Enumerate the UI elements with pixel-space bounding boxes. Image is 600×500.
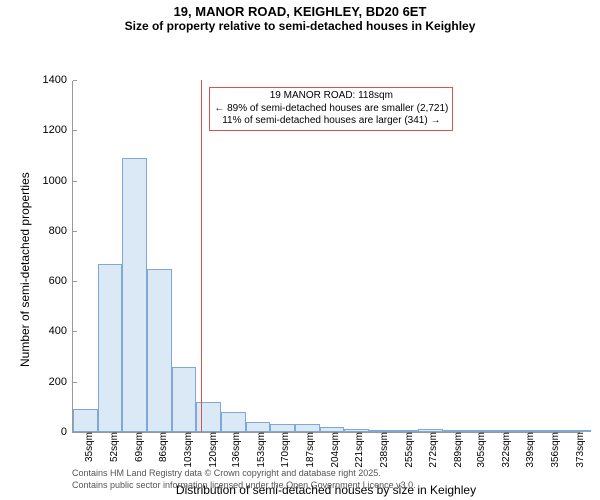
footer-line-1: Contains HM Land Registry data © Crown c… <box>72 468 416 480</box>
x-tick: 221sqm <box>350 432 365 468</box>
x-tick: 204sqm <box>326 432 341 468</box>
x-tick: 52sqm <box>105 432 120 462</box>
histogram-bar <box>221 412 246 432</box>
x-tick: 305sqm <box>472 432 487 468</box>
y-tick: 1000 <box>43 175 73 187</box>
annotation-line: ← 89% of semi-detached houses are smalle… <box>214 103 448 116</box>
x-tick: 153sqm <box>252 432 267 468</box>
y-tick: 1200 <box>43 124 73 136</box>
histogram-bar <box>147 269 172 432</box>
x-tick: 356sqm <box>546 432 561 468</box>
histogram-bar <box>73 409 98 432</box>
y-tick: 600 <box>49 275 73 287</box>
y-tick: 200 <box>49 376 73 388</box>
y-axis-label: Number of semi-detached properties <box>18 172 32 367</box>
histogram-bar <box>172 367 197 432</box>
x-tick: 86sqm <box>154 432 169 462</box>
histogram-bar <box>122 158 147 432</box>
x-tick: 339sqm <box>521 432 536 468</box>
x-tick: 120sqm <box>204 432 219 468</box>
y-tick: 0 <box>61 426 73 438</box>
y-tick: 400 <box>49 325 73 337</box>
footer-credits: Contains HM Land Registry data © Crown c… <box>72 468 416 491</box>
y-tick: 800 <box>49 225 73 237</box>
annotation-line: 11% of semi-detached houses are larger (… <box>214 115 448 128</box>
histogram-bar <box>295 424 320 432</box>
x-tick: 187sqm <box>301 432 316 468</box>
y-tick: 1400 <box>43 74 73 86</box>
footer-line-2: Contains public sector information licen… <box>72 480 416 492</box>
x-tick: 170sqm <box>276 432 291 468</box>
reference-line <box>201 80 202 432</box>
x-tick: 255sqm <box>400 432 415 468</box>
x-tick: 322sqm <box>497 432 512 468</box>
chart-title: 19, MANOR ROAD, KEIGHLEY, BD20 6ET <box>0 0 600 19</box>
x-tick: 103sqm <box>179 432 194 468</box>
x-tick: 373sqm <box>571 432 586 468</box>
plot-area: 19 MANOR ROAD: 118sqm← 89% of semi-detac… <box>72 81 580 433</box>
x-tick: 136sqm <box>227 432 242 468</box>
x-tick: 289sqm <box>449 432 464 468</box>
x-tick: 272sqm <box>424 432 439 468</box>
x-tick: 35sqm <box>80 432 95 462</box>
annotation-box: 19 MANOR ROAD: 118sqm← 89% of semi-detac… <box>209 87 453 131</box>
x-tick: 238sqm <box>375 432 390 468</box>
histogram-bar <box>98 264 123 432</box>
annotation-line: 19 MANOR ROAD: 118sqm <box>214 90 448 103</box>
histogram-bar <box>246 422 271 432</box>
x-tick: 69sqm <box>130 432 145 462</box>
histogram-bar <box>270 424 295 432</box>
chart-subtitle: Size of property relative to semi-detach… <box>0 19 600 33</box>
